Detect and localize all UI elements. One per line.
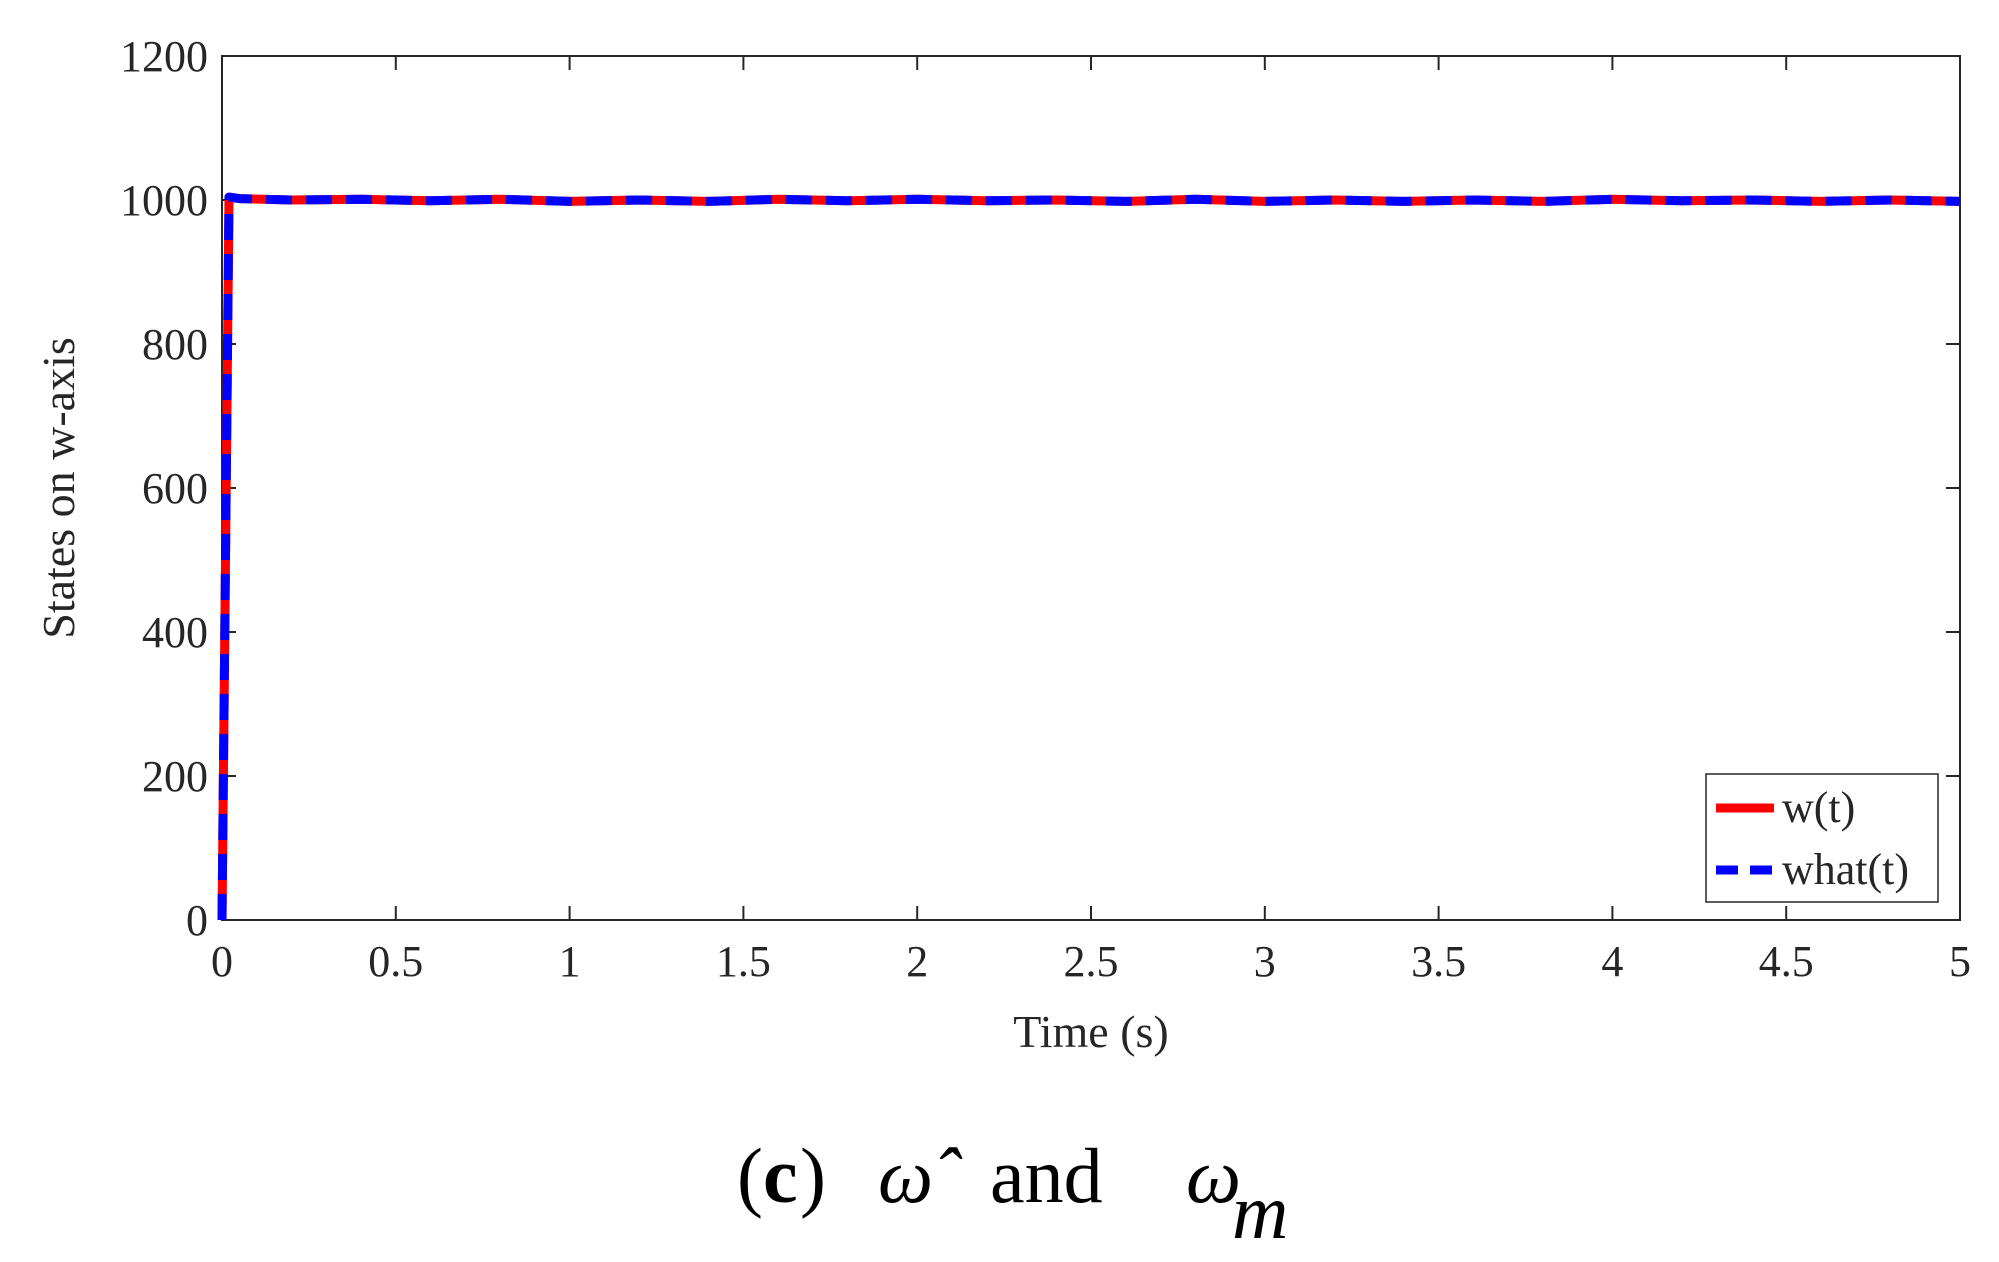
figure-caption: ( c ) ω̂ and ω m xyxy=(737,1132,1288,1255)
caption-close-paren: ) xyxy=(800,1132,826,1219)
x-tick-label: 4.5 xyxy=(1759,937,1814,986)
y-tick-label: 200 xyxy=(142,752,208,801)
caption-open-paren: ( xyxy=(737,1132,763,1219)
caption-omega-hat: ω̂ xyxy=(878,1132,963,1219)
y-tick-labels: 0 200 400 600 800 1000 1200 xyxy=(120,32,208,945)
x-tick-label: 1.5 xyxy=(716,937,771,986)
x-tick-label: 4 xyxy=(1601,937,1623,986)
x-tick-label: 3 xyxy=(1254,937,1276,986)
caption-omega: ω xyxy=(1186,1132,1241,1219)
x-tick-label: 0 xyxy=(211,937,233,986)
x-tick-label: 3.5 xyxy=(1411,937,1466,986)
x-tick-label: 5 xyxy=(1949,937,1971,986)
x-tick-label: 2 xyxy=(906,937,928,986)
y-tick-label: 400 xyxy=(142,608,208,657)
y-tick-label: 0 xyxy=(186,896,208,945)
axis-ticks xyxy=(221,55,1961,921)
x-tick-label: 1 xyxy=(559,937,581,986)
caption-letter: c xyxy=(763,1132,798,1219)
x-axis-title: Time (s) xyxy=(1013,1006,1169,1057)
series-line-what xyxy=(217,192,1961,921)
series-lines xyxy=(217,192,1961,921)
y-tick-label: 800 xyxy=(142,320,208,369)
legend-box xyxy=(1705,773,1939,903)
caption-subscript-m: m xyxy=(1232,1168,1288,1255)
legend-label-what: what(t) xyxy=(1782,845,1909,894)
x-tick-label: 2.5 xyxy=(1064,937,1119,986)
caption-and: and xyxy=(990,1132,1103,1219)
plot-area xyxy=(221,55,1961,921)
y-tick-label: 1200 xyxy=(120,32,208,81)
x-tick-label: 0.5 xyxy=(368,937,423,986)
x-tick-labels: 0 0.5 1 1.5 2 2.5 3 3.5 4 4.5 5 xyxy=(211,937,1971,986)
legend: w(t) what(t) xyxy=(1705,773,1939,903)
legend-label-w: w(t) xyxy=(1782,783,1855,832)
y-tick-label: 1000 xyxy=(120,176,208,225)
y-tick-label: 600 xyxy=(142,464,208,513)
y-axis-title: States on w-axis xyxy=(33,337,84,639)
